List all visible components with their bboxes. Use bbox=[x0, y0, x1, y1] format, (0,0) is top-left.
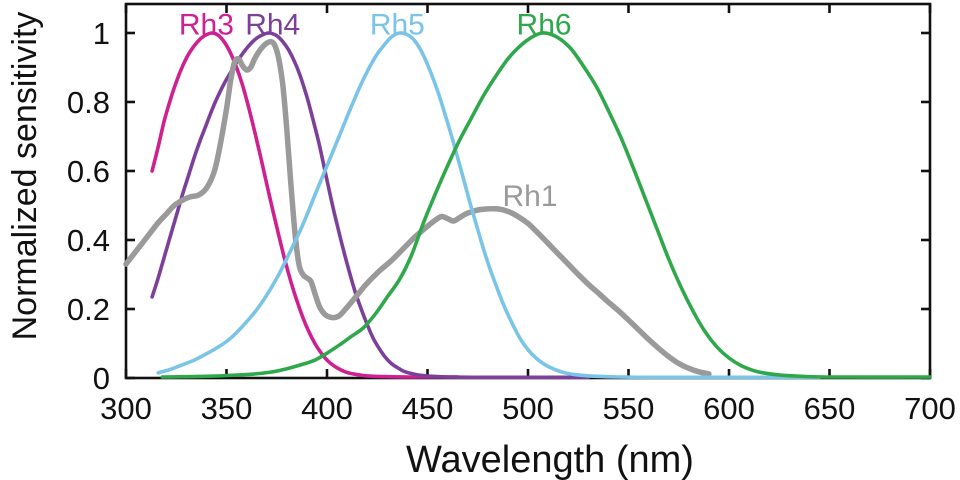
rh3-curve bbox=[150, 31, 460, 379]
x-tick-label: 600 bbox=[703, 391, 755, 426]
x-tick-label: 300 bbox=[100, 391, 152, 426]
rh6-curve bbox=[160, 31, 932, 379]
x-tick-label: 450 bbox=[402, 391, 454, 426]
y-tick-label: 0.2 bbox=[67, 292, 110, 327]
x-tick-label: 550 bbox=[603, 391, 655, 426]
rh4-label: Rh4 bbox=[245, 8, 300, 41]
x-tick-label: 500 bbox=[502, 391, 554, 426]
series-group bbox=[123, 31, 932, 380]
rh1-curve bbox=[123, 38, 712, 377]
y-tick-label: 1 bbox=[93, 16, 110, 51]
curve-labels-group: Rh3 Rh4 Rh1 Rh5 Rh6 bbox=[179, 8, 572, 213]
x-tick-label: 350 bbox=[201, 391, 253, 426]
y-tick-label: 0.4 bbox=[67, 223, 110, 258]
rh4-curve bbox=[150, 31, 591, 380]
x-axis-title: Wavelength (nm) bbox=[406, 439, 694, 480]
axes-group: 300 350 400 450 500 550 600 650 700 0 0.2 0.4 0.6 0.8… bbox=[67, 2, 956, 426]
y-tick-label: 0.6 bbox=[67, 154, 110, 189]
rh3-label: Rh3 bbox=[179, 8, 234, 41]
y-tick-label: 0.8 bbox=[67, 85, 110, 120]
x-tick-label: 400 bbox=[301, 391, 353, 426]
x-tick-label: 650 bbox=[804, 391, 856, 426]
rh6-label: Rh6 bbox=[517, 8, 572, 41]
rh1-label: Rh1 bbox=[502, 180, 557, 213]
rh5-curve bbox=[156, 31, 822, 380]
rh5-label: Rh5 bbox=[370, 8, 425, 41]
y-axis-title: Normalized sensitivity bbox=[6, 12, 44, 341]
y-tick-label: 0 bbox=[93, 361, 110, 396]
x-tick-label: 700 bbox=[904, 391, 956, 426]
